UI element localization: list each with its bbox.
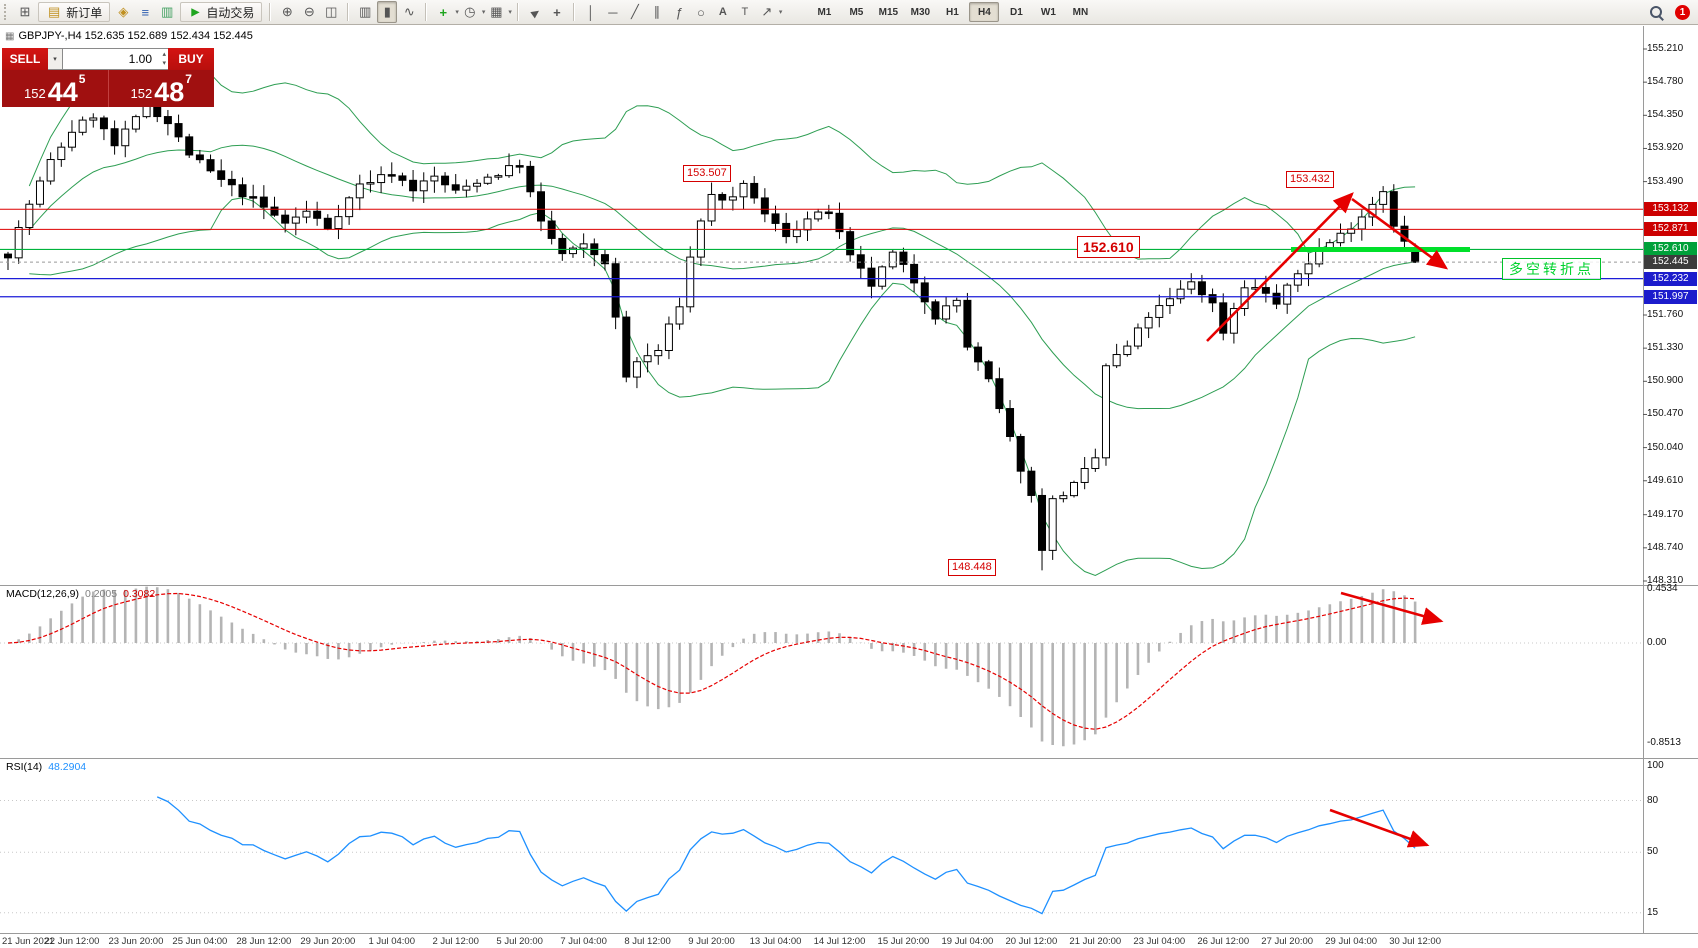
rsi-panel <box>0 796 1643 915</box>
rsi-value: 48.2904 <box>48 761 87 773</box>
crosshair-icon[interactable]: + <box>553 4 561 20</box>
tf-d1[interactable]: D1 <box>1009 6 1023 18</box>
indicators-icon[interactable]: + <box>439 4 448 20</box>
navigator-icon[interactable]: ◈ <box>118 4 129 19</box>
tf-w1[interactable]: W1 <box>1040 6 1056 18</box>
trend-arrow[interactable] <box>1329 808 1430 848</box>
toolbar-separator <box>347 3 350 21</box>
candlestick-mode-icon[interactable]: ▮ <box>377 1 398 23</box>
rsi-name: RSI(14) <box>6 761 43 773</box>
chart-window-icon: ▦ <box>5 30 15 42</box>
data-window-icon[interactable]: ▥ <box>161 4 174 19</box>
buy-price-big: 48 <box>154 77 185 107</box>
rsi-line <box>156 796 1416 915</box>
sell-price-button[interactable]: 152 44 5 <box>2 70 109 107</box>
buy-price-sup: 7 <box>185 72 192 86</box>
text-tool-icon[interactable]: A <box>718 6 727 18</box>
macd-label: MACD(12,26,9) 0.2005 0.3082 <box>6 588 155 600</box>
new-order-button[interactable]: ▤ 新订单 <box>38 2 111 22</box>
periods-caret-icon[interactable]: ▾ <box>481 9 486 16</box>
toolbar-right-group: 1 <box>1648 4 1694 21</box>
tf-h1[interactable]: H1 <box>945 6 959 18</box>
top-toolbar: ⊞ ▤ 新订单 ◈ ≡ ▥ ▶ 自动交易 ⊕ ⊖ ◫ ▥ ▮ ∿ + ▾ ◷ ▾… <box>0 0 1698 25</box>
macd-main-value: 0.2005 <box>84 588 118 600</box>
tile-windows-icon[interactable]: ◫ <box>325 4 338 19</box>
trendline-tool-icon[interactable]: ╱ <box>630 4 639 19</box>
auto-trading-button[interactable]: ▶ 自动交易 <box>180 2 263 22</box>
main-price-panel <box>0 64 1643 577</box>
arrows-caret-icon[interactable]: ▾ <box>778 9 783 16</box>
macd-panel <box>0 586 1643 747</box>
templates-icon[interactable]: ▦ <box>490 4 503 19</box>
toolbar-separator <box>516 3 519 21</box>
sell-button[interactable]: SELL <box>2 48 48 70</box>
indicators-caret-icon[interactable]: ▾ <box>455 9 459 16</box>
notification-badge[interactable]: 1 <box>1675 4 1690 20</box>
toolbar-separator <box>425 3 428 21</box>
one-click-trade-panel: SELL ▾ 1.00 ▴ ▾ BUY 152 44 5 152 48 7 <box>2 48 214 107</box>
sell-price-big: 44 <box>47 77 78 107</box>
tf-m5[interactable]: M5 <box>849 6 864 18</box>
toolbar-separator <box>269 3 272 21</box>
horizontal-line-tool-icon[interactable]: ─ <box>608 4 618 20</box>
tf-h4[interactable]: H4 <box>969 2 1000 22</box>
spinner-down-icon[interactable]: ▾ <box>162 60 166 67</box>
macd-signal-line <box>7 592 1416 730</box>
templates-caret-icon[interactable]: ▾ <box>508 9 512 16</box>
periods-icon[interactable]: ◷ <box>464 4 476 19</box>
trend-arrow[interactable] <box>1340 591 1444 625</box>
arrows-tool-icon[interactable]: ↗ <box>761 4 773 19</box>
search-icon[interactable] <box>1648 4 1665 21</box>
trend-arrow[interactable] <box>1206 192 1354 342</box>
tf-m15[interactable]: M15 <box>878 6 899 18</box>
tf-m1[interactable]: M1 <box>817 6 832 18</box>
buy-price-prefix: 152 <box>130 86 153 101</box>
order-type-dropdown[interactable]: ▾ <box>48 48 63 70</box>
bollinger-lower <box>29 197 1416 577</box>
volume-spinner[interactable]: ▴ ▾ <box>162 50 166 68</box>
volume-value: 1.00 <box>128 52 152 66</box>
ellipse-tool-icon[interactable]: ○ <box>696 4 705 20</box>
rsi-label: RSI(14) 48.2904 <box>6 761 86 773</box>
bar-chart-mode-icon[interactable]: ▥ <box>359 4 372 19</box>
bollinger-middle <box>28 144 1416 410</box>
toolbar-separator <box>572 3 575 21</box>
toolbar-grip[interactable] <box>4 4 10 20</box>
macd-signal-value: 0.3082 <box>123 588 156 600</box>
buy-price-button[interactable]: 152 48 7 <box>109 70 215 107</box>
zoom-out-icon[interactable]: ⊖ <box>303 4 315 19</box>
new-chart-icon[interactable]: ⊞ <box>19 4 31 19</box>
volume-input[interactable]: 1.00 ▴ ▾ <box>63 48 168 70</box>
bollinger-upper <box>28 64 1416 260</box>
sell-price-prefix: 152 <box>24 86 46 101</box>
sell-price-sup: 5 <box>78 72 86 86</box>
market-watch-icon[interactable]: ≡ <box>141 4 150 20</box>
cursor-icon[interactable]: ► <box>525 2 545 22</box>
tf-m30[interactable]: M30 <box>910 6 931 18</box>
new-order-icon: ▤ <box>48 4 61 19</box>
macd-name: MACD(12,26,9) <box>6 588 79 600</box>
symbol-ohlc-text: GBPJPY-,H4 152.635 152.689 152.434 152.4… <box>18 30 253 42</box>
auto-trading-label: 自动交易 <box>206 5 255 20</box>
new-order-label: 新订单 <box>66 5 103 20</box>
chart-symbol-header: ▦ GBPJPY-,H4 152.635 152.689 152.434 152… <box>5 30 253 42</box>
fibonacci-tool-icon[interactable]: ƒ <box>675 4 683 20</box>
line-chart-mode-icon[interactable]: ∿ <box>403 4 415 19</box>
buy-button[interactable]: BUY <box>168 48 214 70</box>
tf-mn[interactable]: MN <box>1072 6 1089 18</box>
timeframe-group: M1 M5 M15 M30 H1 H4 D1 W1 MN <box>808 2 1096 22</box>
zoom-in-icon[interactable]: ⊕ <box>281 4 293 19</box>
trend-arrow[interactable] <box>1351 197 1449 270</box>
channel-tool-icon[interactable]: ∥ <box>653 4 661 19</box>
autotrade-play-icon: ▶ <box>191 6 200 18</box>
vertical-line-tool-icon[interactable]: │ <box>586 4 595 20</box>
text-label-tool-icon[interactable]: T <box>741 6 749 18</box>
spinner-up-icon[interactable]: ▴ <box>162 51 166 58</box>
